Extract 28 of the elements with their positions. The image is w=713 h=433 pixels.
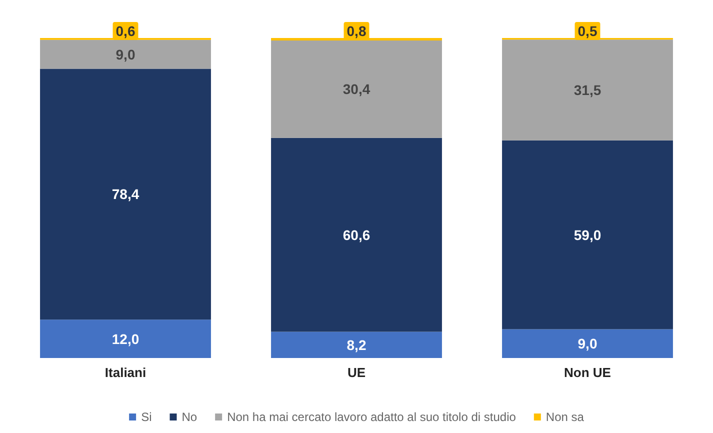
bar [40, 320, 211, 358]
data-label: 0,5 [578, 23, 598, 39]
legend-label: No [182, 410, 198, 424]
bar [40, 68, 211, 320]
data-label: 9,0 [578, 336, 598, 352]
bar [40, 40, 211, 69]
data-label: 31,5 [574, 82, 602, 98]
bar [502, 40, 673, 140]
legend-label: Si [141, 410, 152, 424]
bar [502, 140, 673, 330]
data-label: 12,0 [112, 330, 140, 347]
data-label: 0,8 [346, 23, 366, 39]
bar [271, 40, 442, 138]
bar [271, 332, 442, 358]
bar [502, 329, 673, 358]
x-tick-label: UE [347, 365, 366, 380]
x-tick-label: Italiani [104, 365, 146, 380]
data-label: 8,2 [346, 336, 366, 353]
data-label: 59,0 [574, 226, 602, 243]
data-label: 78,4 [112, 186, 140, 202]
bar [271, 138, 442, 332]
legend-label: Non ha mai cercato lavoro adatto al suo titolo di studio [227, 410, 516, 424]
legend-label: Non sa [546, 410, 584, 424]
data-label: 60,6 [342, 226, 370, 243]
data-label: 0,6 [116, 23, 136, 39]
data-label: 30,4 [342, 81, 370, 98]
data-label: 9,0 [116, 46, 136, 62]
x-tick-label: Non UE [564, 365, 612, 380]
